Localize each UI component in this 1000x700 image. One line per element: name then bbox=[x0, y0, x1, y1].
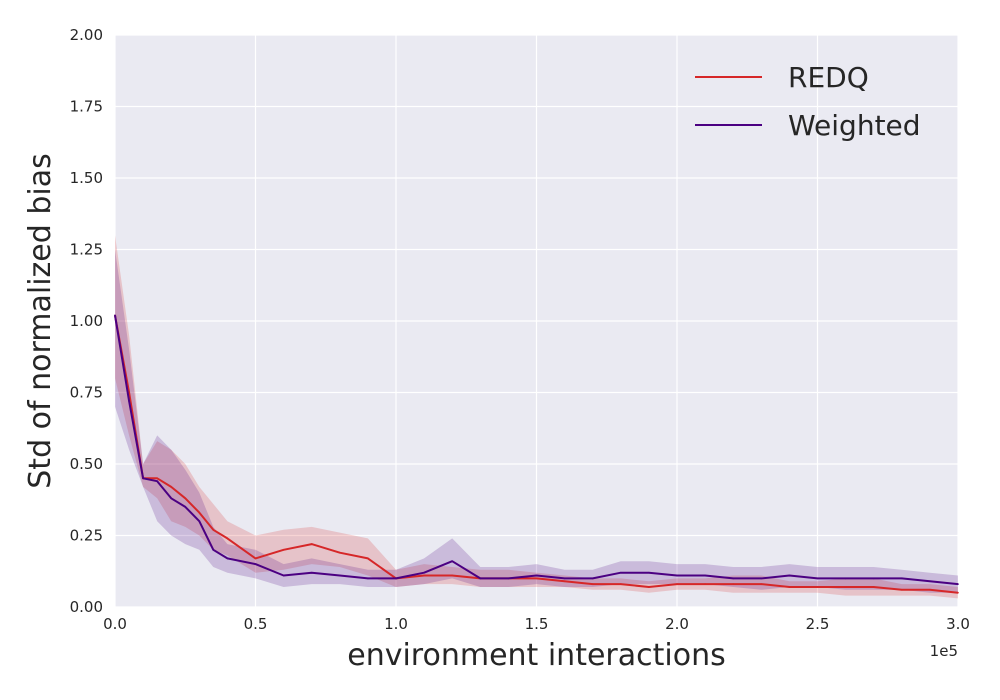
x-tick-label: 0.0 bbox=[103, 615, 127, 633]
redq-point bbox=[423, 574, 425, 577]
weighted-point bbox=[128, 400, 130, 402]
weighted-point bbox=[676, 574, 678, 577]
y-tick-label: 0.25 bbox=[70, 527, 103, 545]
redq-point bbox=[620, 583, 622, 585]
redq-point bbox=[184, 497, 187, 500]
weighted-point bbox=[591, 577, 594, 580]
redq-point bbox=[788, 586, 791, 588]
redq-point bbox=[339, 551, 341, 554]
redq-point bbox=[310, 543, 313, 545]
weighted-point bbox=[620, 571, 622, 574]
weighted-point bbox=[872, 577, 875, 580]
redq-point bbox=[170, 486, 172, 488]
redq-point bbox=[816, 586, 819, 588]
weighted-point bbox=[198, 520, 201, 522]
redq-point bbox=[732, 583, 734, 585]
weighted-point bbox=[282, 574, 285, 577]
x-tick-label: 1.0 bbox=[384, 615, 408, 633]
weighted-point bbox=[479, 577, 482, 580]
redq-point bbox=[563, 580, 566, 583]
redq-point bbox=[704, 583, 706, 585]
weighted-point bbox=[704, 574, 706, 577]
weighted-point bbox=[957, 583, 959, 585]
weighted-point bbox=[929, 580, 931, 583]
redq-point bbox=[198, 511, 201, 514]
x-axis-label: environment interactions bbox=[347, 638, 725, 673]
redq-point bbox=[760, 583, 763, 585]
x-tick-label: 1.5 bbox=[525, 615, 549, 633]
weighted-point bbox=[254, 563, 257, 565]
redq-point bbox=[929, 589, 931, 591]
legend-label-redq: REDQ bbox=[788, 61, 869, 94]
redq-point bbox=[844, 586, 847, 588]
redq-point bbox=[254, 557, 257, 560]
weighted-point bbox=[423, 571, 425, 574]
weighted-point bbox=[648, 571, 650, 574]
series-lines bbox=[114, 314, 959, 594]
y-tick-label: 1.75 bbox=[70, 98, 103, 116]
weighted-point bbox=[184, 506, 187, 508]
redq-point bbox=[872, 586, 875, 588]
redq-point bbox=[901, 589, 903, 591]
weighted-point bbox=[732, 577, 734, 580]
weighted-point bbox=[395, 577, 397, 580]
tick-labels: 0.0 0.5 1.0 1.5 2.0 2.5 3.0 0.00 0.25 0.50 0.75 1.0… bbox=[70, 26, 970, 633]
redq-point bbox=[212, 529, 215, 531]
legend-label-weighted: Weighted bbox=[788, 109, 921, 142]
x-tick-label: 2.5 bbox=[806, 615, 830, 633]
y-tick-label: 2.00 bbox=[70, 26, 103, 44]
y-tick-label: 1.50 bbox=[70, 169, 103, 187]
redq-point bbox=[226, 537, 229, 540]
x-tick-label: 2.0 bbox=[665, 615, 689, 633]
weighted-point bbox=[844, 577, 847, 580]
redq-point bbox=[676, 583, 678, 585]
weighted-point bbox=[788, 574, 791, 577]
weighted-point bbox=[563, 577, 566, 580]
y-tick-label: 1.25 bbox=[70, 241, 103, 259]
x-tick-label: 0.5 bbox=[244, 615, 268, 633]
weighted-point bbox=[339, 574, 341, 577]
weighted-point bbox=[535, 574, 538, 577]
weighted-point bbox=[451, 560, 454, 562]
redq-point bbox=[451, 574, 454, 577]
weighted-point bbox=[156, 480, 158, 483]
redq-point bbox=[648, 586, 650, 588]
y-tick-label: 0.50 bbox=[70, 455, 103, 473]
redq-point bbox=[535, 577, 538, 580]
redq-point bbox=[367, 557, 369, 560]
weighted-point bbox=[367, 577, 369, 580]
weighted-point bbox=[310, 571, 313, 574]
weighted-point bbox=[507, 577, 510, 580]
y-tick-label: 1.00 bbox=[70, 312, 103, 330]
x-tick-label: 3.0 bbox=[946, 615, 970, 633]
grid bbox=[114, 34, 959, 608]
redq-point bbox=[957, 591, 959, 594]
y-tick-label: 0.00 bbox=[70, 598, 103, 616]
weighted-point bbox=[760, 577, 763, 580]
weighted-point bbox=[901, 577, 903, 580]
legend: REDQ Weighted bbox=[695, 61, 921, 142]
redq-point bbox=[282, 549, 285, 551]
weighted-point bbox=[170, 497, 172, 500]
weighted-point bbox=[142, 477, 144, 480]
y-tick-label: 0.75 bbox=[70, 384, 103, 402]
weighted-point bbox=[226, 557, 229, 560]
weighted-point bbox=[212, 549, 215, 551]
x-offset-label: 1e5 bbox=[930, 642, 958, 660]
redq-point bbox=[591, 583, 594, 585]
weighted-point bbox=[114, 314, 116, 317]
y-axis-label: Std of normalized bias bbox=[23, 153, 58, 488]
weighted-point bbox=[816, 577, 819, 580]
redq-point bbox=[156, 477, 158, 480]
